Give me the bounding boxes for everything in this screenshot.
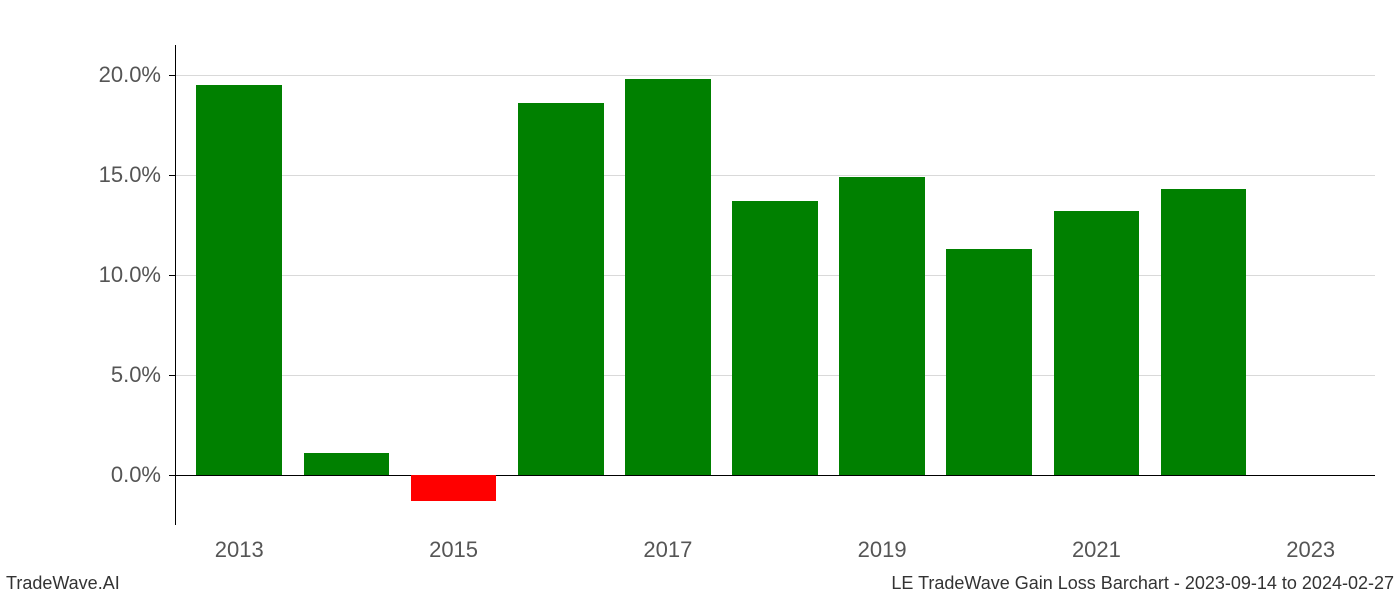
footer-right-label: LE TradeWave Gain Loss Barchart - 2023-0…	[891, 573, 1394, 594]
y-tick-label: 15.0%	[41, 162, 161, 188]
bar	[732, 201, 818, 475]
y-axis-line	[175, 45, 176, 525]
x-tick-label: 2019	[858, 537, 907, 563]
bar	[625, 79, 711, 475]
bar	[411, 475, 497, 501]
x-tick-label: 2021	[1072, 537, 1121, 563]
chart-container: TradeWave.AI LE TradeWave Gain Loss Barc…	[0, 0, 1400, 600]
gridline	[175, 75, 1375, 76]
x-tick-label: 2023	[1286, 537, 1335, 563]
y-tick-mark	[169, 175, 175, 176]
x-tick-label: 2017	[643, 537, 692, 563]
y-tick-mark	[169, 475, 175, 476]
y-tick-label: 10.0%	[41, 262, 161, 288]
bar	[196, 85, 282, 475]
y-tick-mark	[169, 275, 175, 276]
bar	[304, 453, 390, 475]
x-tick-label: 2015	[429, 537, 478, 563]
y-tick-label: 0.0%	[41, 462, 161, 488]
footer-left-label: TradeWave.AI	[6, 573, 120, 594]
x-tick-label: 2013	[215, 537, 264, 563]
y-tick-mark	[169, 375, 175, 376]
y-tick-label: 5.0%	[41, 362, 161, 388]
bar	[946, 249, 1032, 475]
bar	[1054, 211, 1140, 475]
bar	[1161, 189, 1247, 475]
y-tick-mark	[169, 75, 175, 76]
bar	[839, 177, 925, 475]
zero-baseline	[175, 475, 1375, 476]
gridline	[175, 175, 1375, 176]
plot-area	[175, 45, 1375, 525]
y-tick-label: 20.0%	[41, 62, 161, 88]
bar	[518, 103, 604, 475]
